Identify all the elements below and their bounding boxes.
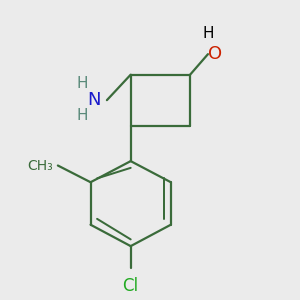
Text: H: H <box>76 76 88 91</box>
Text: CH₃: CH₃ <box>28 158 53 172</box>
Text: H: H <box>202 26 214 41</box>
Text: N: N <box>88 91 101 109</box>
Text: H: H <box>76 108 88 123</box>
Text: Cl: Cl <box>123 277 139 295</box>
Text: O: O <box>208 45 222 63</box>
